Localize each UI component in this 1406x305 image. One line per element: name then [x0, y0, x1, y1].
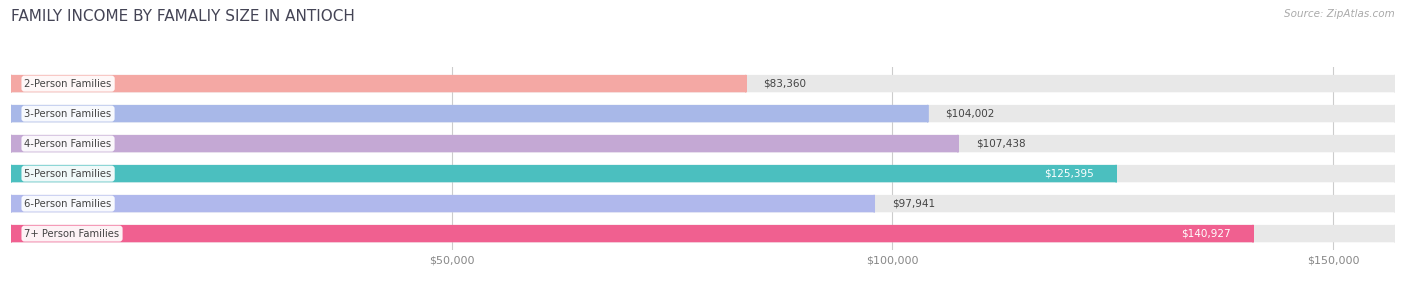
Text: FAMILY INCOME BY FAMALIY SIZE IN ANTIOCH: FAMILY INCOME BY FAMALIY SIZE IN ANTIOCH	[11, 9, 356, 24]
FancyBboxPatch shape	[11, 105, 1395, 122]
Text: 2-Person Families: 2-Person Families	[24, 79, 111, 88]
FancyBboxPatch shape	[11, 165, 1395, 182]
Text: 5-Person Families: 5-Person Families	[24, 169, 111, 179]
FancyBboxPatch shape	[11, 165, 1116, 182]
Text: $83,360: $83,360	[763, 79, 807, 88]
FancyBboxPatch shape	[11, 135, 957, 152]
FancyBboxPatch shape	[11, 105, 928, 122]
FancyBboxPatch shape	[11, 75, 745, 92]
Text: 4-Person Families: 4-Person Families	[24, 138, 111, 149]
Text: $125,395: $125,395	[1045, 169, 1094, 179]
Text: Source: ZipAtlas.com: Source: ZipAtlas.com	[1284, 9, 1395, 19]
FancyBboxPatch shape	[11, 195, 1395, 212]
Text: 3-Person Families: 3-Person Families	[24, 109, 111, 119]
FancyBboxPatch shape	[11, 75, 1395, 92]
FancyBboxPatch shape	[11, 135, 1395, 152]
Text: $104,002: $104,002	[945, 109, 994, 119]
FancyBboxPatch shape	[11, 225, 1253, 242]
FancyBboxPatch shape	[11, 195, 875, 212]
Text: $107,438: $107,438	[976, 138, 1025, 149]
Text: $97,941: $97,941	[891, 199, 935, 209]
Text: 7+ Person Families: 7+ Person Families	[24, 229, 120, 239]
Text: 6-Person Families: 6-Person Families	[24, 199, 111, 209]
FancyBboxPatch shape	[11, 225, 1395, 242]
Text: $140,927: $140,927	[1181, 229, 1232, 239]
